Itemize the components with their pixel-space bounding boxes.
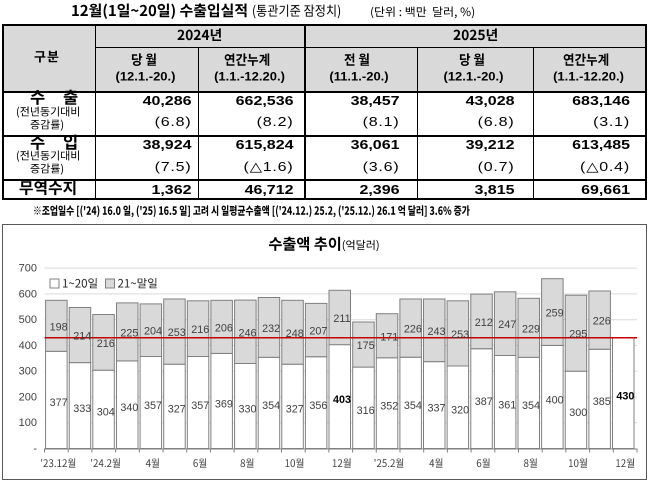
svg-text:340: 340 xyxy=(120,402,138,414)
svg-text:354: 354 xyxy=(522,400,540,412)
svg-text:259: 259 xyxy=(546,307,564,319)
svg-text:403: 403 xyxy=(333,393,351,405)
svg-text:320: 320 xyxy=(451,404,469,416)
svg-text:357: 357 xyxy=(191,399,209,411)
svg-text:354: 354 xyxy=(404,400,422,412)
svg-text:327: 327 xyxy=(168,403,186,415)
svg-text:216: 216 xyxy=(191,324,209,336)
svg-text:206: 206 xyxy=(215,322,233,334)
svg-text:500: 500 xyxy=(19,314,37,326)
svg-text:198: 198 xyxy=(50,321,68,333)
svg-text:316: 316 xyxy=(357,405,375,417)
svg-text:200: 200 xyxy=(19,391,37,403)
svg-text:229: 229 xyxy=(522,323,540,335)
svg-text:377: 377 xyxy=(50,397,68,409)
svg-text:295: 295 xyxy=(569,328,587,340)
svg-text:226: 226 xyxy=(593,315,611,327)
svg-text:337: 337 xyxy=(427,402,445,414)
svg-text:247: 247 xyxy=(498,319,516,331)
svg-text:369: 369 xyxy=(215,398,233,410)
svg-text:171: 171 xyxy=(380,331,398,343)
svg-text:361: 361 xyxy=(498,399,516,411)
svg-text:243: 243 xyxy=(427,325,445,337)
svg-text:357: 357 xyxy=(144,399,162,411)
svg-text:246: 246 xyxy=(238,327,256,339)
svg-text:330: 330 xyxy=(238,403,256,415)
svg-text:175: 175 xyxy=(357,340,375,352)
svg-text:327: 327 xyxy=(286,403,304,415)
svg-text:700: 700 xyxy=(19,262,37,274)
svg-text:248: 248 xyxy=(286,327,304,339)
svg-text:207: 207 xyxy=(309,325,327,337)
svg-text:212: 212 xyxy=(475,317,493,329)
svg-text:211: 211 xyxy=(333,313,350,325)
svg-text:387: 387 xyxy=(475,395,493,407)
svg-text:225: 225 xyxy=(120,327,138,339)
svg-text:400: 400 xyxy=(546,394,564,406)
svg-text:352: 352 xyxy=(380,400,398,412)
svg-text:204: 204 xyxy=(144,325,162,337)
svg-text:216: 216 xyxy=(97,337,115,349)
svg-text:430: 430 xyxy=(616,390,634,402)
svg-text:100: 100 xyxy=(19,417,37,429)
svg-text:600: 600 xyxy=(19,288,37,300)
svg-text:304: 304 xyxy=(97,406,115,418)
svg-text:253: 253 xyxy=(451,328,469,340)
svg-text:-: - xyxy=(33,443,37,455)
svg-text:232: 232 xyxy=(262,322,280,334)
svg-text:356: 356 xyxy=(309,399,327,411)
svg-text:300: 300 xyxy=(19,365,37,377)
svg-text:226: 226 xyxy=(404,323,422,335)
svg-text:354: 354 xyxy=(262,400,280,412)
svg-text:214: 214 xyxy=(73,330,91,342)
svg-text:400: 400 xyxy=(19,339,37,351)
svg-text:385: 385 xyxy=(593,396,611,408)
svg-text:253: 253 xyxy=(168,327,186,339)
svg-text:300: 300 xyxy=(569,407,587,419)
svg-text:333: 333 xyxy=(73,402,91,414)
